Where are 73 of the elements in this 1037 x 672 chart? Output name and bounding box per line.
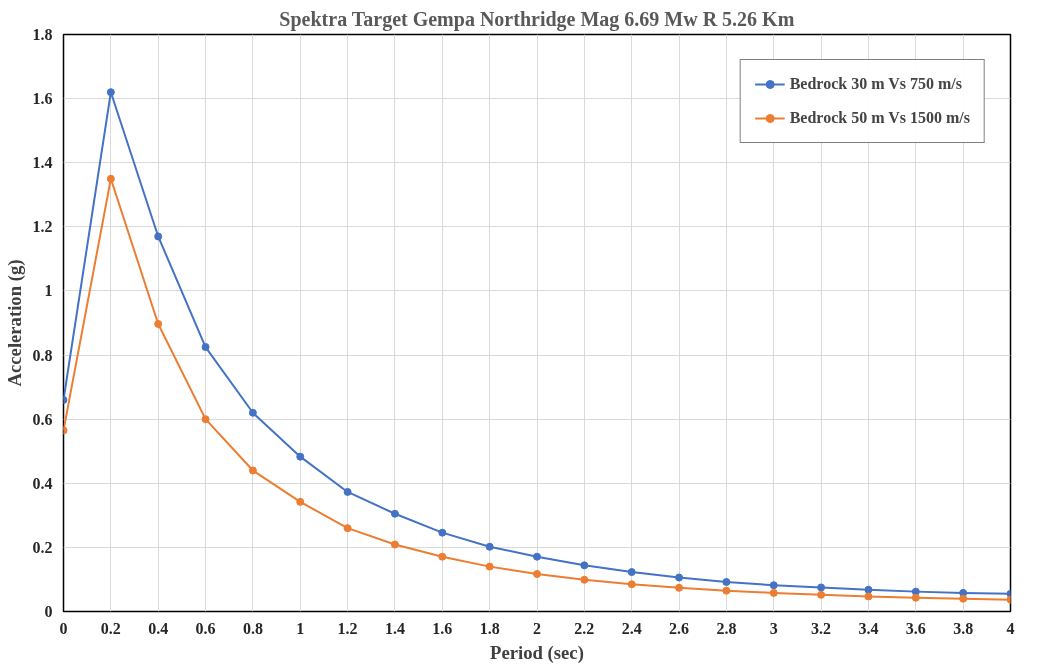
- point: [154, 319, 163, 328]
- y-tick-label: 1.6: [32, 90, 53, 108]
- point: [296, 452, 305, 461]
- point: [201, 415, 210, 424]
- point: [438, 552, 447, 561]
- x-axis-title: Period (sec): [490, 641, 584, 664]
- point: [675, 583, 684, 592]
- x-tick-label: 0: [59, 619, 68, 637]
- point: [959, 594, 968, 603]
- chart-title: Spektra Target Gempa Northridge Mag 6.69 Mw R 5.26 Km: [279, 7, 795, 31]
- y-tick-label: 0.8: [32, 346, 53, 364]
- x-tick-label: 0.2: [100, 619, 121, 637]
- x-tick-label: 2.2: [574, 619, 595, 637]
- legend-label: Bedrock 30 m Vs 750 m/s: [789, 75, 962, 93]
- point: [864, 592, 873, 601]
- point: [438, 528, 447, 537]
- x-tick-label: 3.6: [905, 619, 926, 637]
- y-tick-label: 0: [44, 603, 53, 620]
- point: [580, 575, 589, 584]
- point: [911, 593, 920, 602]
- point: [864, 585, 873, 594]
- y-tick-label: 0.4: [32, 474, 53, 492]
- point: [485, 562, 494, 571]
- point: [390, 540, 399, 549]
- point: [106, 88, 115, 97]
- x-tick-label: 0.4: [148, 619, 169, 637]
- point: [201, 343, 210, 352]
- x-tick-label: 1.4: [384, 619, 405, 637]
- x-tick-label: 2: [533, 619, 541, 637]
- point: [722, 586, 731, 595]
- point: [390, 509, 399, 518]
- point: [296, 497, 305, 506]
- legend-label: Bedrock 50 m Vs 1500 m/s: [789, 109, 970, 127]
- x-tick-label: 1.2: [337, 619, 358, 637]
- x-tick-label: 0.6: [195, 619, 216, 637]
- y-tick-label: 0.6: [32, 410, 53, 428]
- x-tick-label: 1.8: [479, 619, 500, 637]
- point: [485, 542, 494, 551]
- x-tick-label: 3.2: [811, 619, 832, 637]
- point: [769, 588, 778, 597]
- x-tick-label: 2.8: [716, 619, 737, 637]
- x-tick-label: 3.8: [953, 619, 974, 637]
- point: [675, 573, 684, 582]
- y-tick-label: 1.8: [32, 26, 53, 43]
- point: [580, 561, 589, 570]
- x-tick-label: 3: [769, 619, 778, 637]
- x-tick-label: 3.4: [858, 619, 879, 637]
- x-tick-label: 4: [1006, 619, 1015, 637]
- y-axis-title: Acceleration (g): [3, 259, 26, 387]
- point: [722, 578, 731, 586]
- x-tick-label: 2.4: [621, 619, 642, 637]
- y-tick-label: 1.4: [32, 154, 53, 172]
- point: [817, 590, 826, 599]
- y-tick-label: 0.2: [32, 538, 53, 556]
- point: [911, 587, 920, 596]
- point: [533, 570, 541, 578]
- x-tick-label: 1: [296, 619, 305, 637]
- point: [248, 466, 257, 475]
- point: [533, 552, 541, 561]
- point: [106, 174, 115, 183]
- point: [154, 232, 163, 241]
- y-tick-label: 1.2: [32, 218, 53, 236]
- point: [343, 487, 352, 496]
- x-tick-label: 0.8: [242, 619, 263, 637]
- point: [248, 408, 257, 417]
- point: [769, 581, 778, 590]
- x-tick-label: 2.6: [669, 619, 690, 637]
- y-tick-label: 1: [44, 282, 53, 300]
- point: [627, 568, 636, 577]
- point: [817, 583, 826, 592]
- point: [343, 524, 352, 533]
- point: [627, 580, 636, 589]
- x-tick-label: 1.6: [432, 619, 453, 637]
